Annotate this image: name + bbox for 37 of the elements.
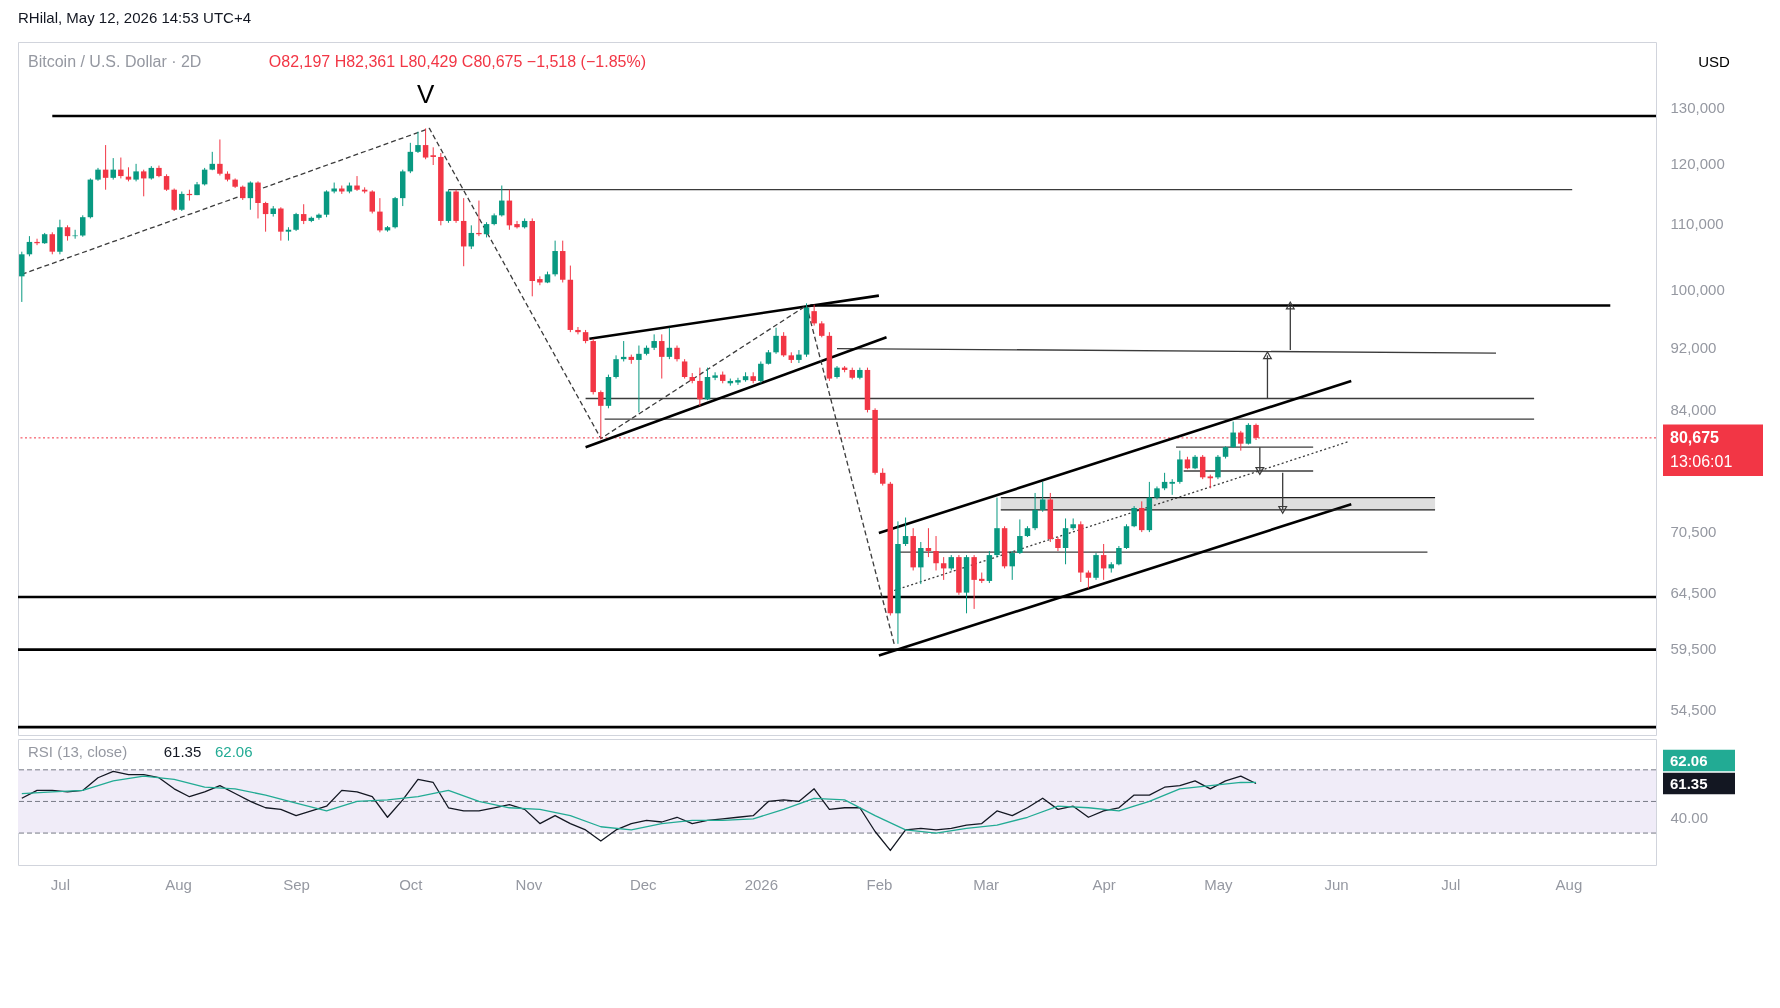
y-tick-label: 40.00 — [1670, 808, 1709, 826]
y-tick-label: 59,500 — [1670, 639, 1717, 657]
x-tick-label: Dec — [629, 875, 658, 893]
y-tick-label: 70,500 — [1670, 522, 1717, 540]
y-tick-label: 110,000 — [1670, 214, 1724, 232]
x-tick-label: Feb — [866, 875, 893, 893]
x-tick-label: Jun — [1324, 875, 1349, 893]
chart-title: RSI (13, close) — [28, 743, 128, 760]
annotation: 61.35 — [163, 743, 202, 760]
text: Bitcoin / U.S. Dollar · 2D — [28, 53, 202, 70]
text: USD — [1698, 53, 1730, 70]
text: RHilal, May 12, 2026 14:53 UTC+4 — [18, 9, 252, 26]
annotation: V — [416, 79, 435, 110]
y-tick-label: 54,500 — [1670, 700, 1717, 718]
x-tick-label: Apr — [1092, 875, 1116, 893]
y-tick-label: 100,000 — [1670, 280, 1725, 298]
y-tick-label: 84,000 — [1670, 401, 1717, 419]
x-tick-label: Aug — [1555, 875, 1583, 893]
y-tick-label: 61.35 — [1670, 774, 1708, 792]
x-tick-label: Sep — [283, 875, 310, 893]
ref-line-label: 80,675 — [1670, 428, 1720, 446]
x-tick-label: Nov — [515, 875, 543, 893]
x-tick-label: 2026 — [744, 875, 778, 893]
y-tick-label: 92,000 — [1670, 338, 1717, 356]
text: 62.06 — [1670, 751, 1708, 769]
x-tick-label: Aug — [165, 875, 192, 893]
y-tick-label: 120,000 — [1670, 154, 1725, 172]
x-tick-label: Jul — [1441, 875, 1461, 893]
x-tick-label: May — [1204, 875, 1234, 893]
annotation: 62.06 — [215, 743, 253, 760]
y-tick-label: 64,500 — [1670, 584, 1717, 602]
annotation: O82,197 H82,361 L80,429 C80,675 −1,518 (−1.85%) — [268, 53, 646, 70]
x-tick-label: Jul — [50, 875, 70, 893]
text: 13:06:01 — [1670, 452, 1733, 470]
x-tick-label: Oct — [399, 875, 424, 893]
x-tick-label: Mar — [973, 875, 999, 893]
y-tick-label: 130,000 — [1670, 99, 1725, 117]
